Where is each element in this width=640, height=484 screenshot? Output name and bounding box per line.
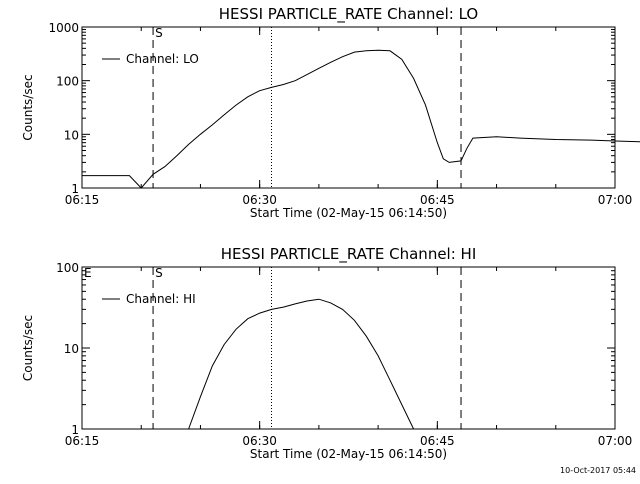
x-tick-label: 07:00 <box>598 434 633 448</box>
y-tick-label: 10 <box>64 342 79 356</box>
x-tick-label: 06:45 <box>420 434 455 448</box>
x-axis-label: Start Time (02-May-15 06:14:50) <box>250 206 447 220</box>
y-tick-label: 1000 <box>48 21 79 35</box>
x-tick-label: 06:15 <box>65 434 100 448</box>
x-tick-label: 07:00 <box>598 193 633 207</box>
y-tick-label: 100 <box>56 261 79 275</box>
lo-channel-panel: HESSI PARTICLE_RATE Channel: LO 06:15 06:3… <box>21 5 640 220</box>
y-axis-label: Counts/sec <box>21 315 35 381</box>
x-tick-label: 06:30 <box>242 193 277 207</box>
data-series-line <box>188 298 415 430</box>
x-tick-label: 06:45 <box>420 193 455 207</box>
legend-label: Channel: HI <box>126 292 196 306</box>
y-tick-label: 10 <box>64 128 79 142</box>
event-marker-label: E <box>84 266 92 280</box>
x-tick-label: 06:15 <box>65 193 100 207</box>
y-axis-label: Counts/sec <box>21 74 35 140</box>
y-tick-label: 100 <box>56 75 79 89</box>
chart-title: HESSI PARTICLE_RATE Channel: LO <box>219 5 478 24</box>
event-marker-label: S <box>155 26 163 40</box>
hi-channel-panel: HESSI PARTICLE_RATE Channel: HI 06:15 06:3… <box>21 245 633 461</box>
y-tick-label: 1 <box>71 182 79 196</box>
event-marker-label: S <box>155 266 163 280</box>
x-axis-label: Start Time (02-May-15 06:14:50) <box>250 447 447 461</box>
chart-title: HESSI PARTICLE_RATE Channel: HI <box>221 245 477 264</box>
x-tick-label: 06:30 <box>242 434 277 448</box>
data-series-line <box>82 49 640 189</box>
plot-frame <box>81 26 616 189</box>
y-tick-label: 1 <box>71 423 79 437</box>
legend-label: Channel: LO <box>126 52 199 66</box>
plot-timestamp: 10-Oct-2017 05:44 <box>560 466 636 475</box>
